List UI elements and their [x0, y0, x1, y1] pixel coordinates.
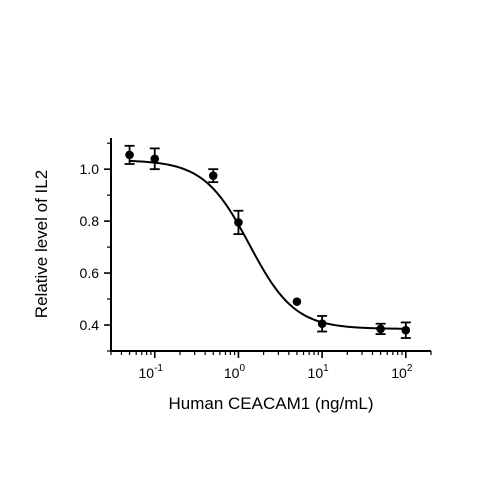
- x-ticks: 10-1 100 101 102: [110, 351, 432, 381]
- x-axis-label: Human CEACAM1 (ng/mL): [168, 394, 373, 413]
- data-point: [401, 325, 411, 335]
- x-tick-label: 102: [391, 363, 413, 381]
- data-point: [234, 218, 243, 227]
- data-point: [208, 171, 218, 180]
- fit-curve-group: [129, 159, 406, 330]
- data-points: [124, 144, 411, 339]
- y-tick-label: 1.0: [80, 161, 100, 177]
- data-point: [317, 319, 327, 329]
- y-axis-label: Relative level of IL2: [32, 170, 51, 318]
- data-point: [125, 150, 134, 160]
- data-point: [376, 324, 385, 334]
- y-ticks: 0.4 0.6 0.8 1.0: [80, 142, 111, 352]
- x-tick-label: 10-1: [139, 363, 164, 381]
- y-tick-label: 0.6: [80, 265, 100, 281]
- axes: [110, 138, 431, 352]
- x-tick-label: 100: [224, 363, 246, 381]
- fit-curve: [129, 159, 406, 330]
- x-tick-label: 101: [308, 363, 330, 381]
- data-point: [292, 297, 302, 306]
- y-tick-label: 0.8: [80, 213, 100, 229]
- y-tick-label: 0.4: [80, 317, 100, 333]
- data-point: [150, 154, 160, 164]
